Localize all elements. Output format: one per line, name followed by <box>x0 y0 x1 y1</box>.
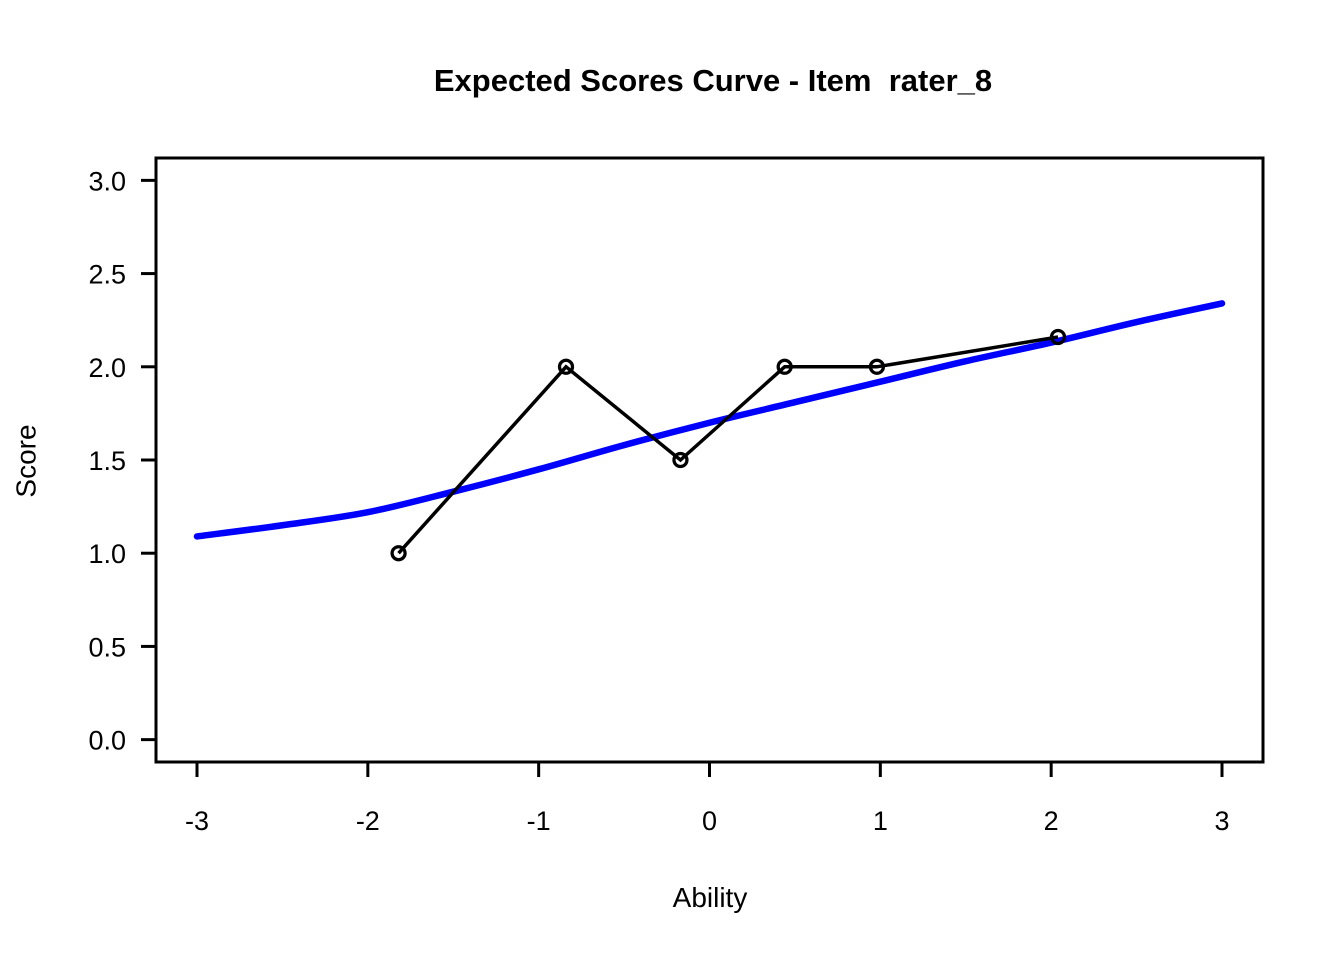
observed-scores-marker <box>557 358 575 375</box>
y-tick-label: 0.5 <box>88 632 126 662</box>
y-tick-label: 1.0 <box>88 539 126 569</box>
x-tick-label: 3 <box>1214 806 1229 836</box>
chart-title: Expected Scores Curve - Item rater_8 <box>434 63 992 98</box>
plot-box-border <box>154 156 1265 764</box>
x-tick-label: 1 <box>873 806 888 836</box>
x-tick-label: 0 <box>702 806 717 836</box>
y-axis-ticks: 0.0 0.5 1.0 1.5 2.0 2.5 3.0 <box>88 166 156 756</box>
x-tick-label: 2 <box>1044 806 1059 836</box>
expected-score-curve <box>193 300 1226 540</box>
observed-scores-marker <box>672 451 689 469</box>
x-tick-label: -2 <box>356 806 380 836</box>
observed-scores-marker <box>390 545 407 562</box>
observed-scores-marker <box>868 358 886 375</box>
y-tick-label: 2.5 <box>88 260 126 290</box>
x-axis-ticks: -3 -2 -1 0 1 2 3 <box>185 762 1230 836</box>
x-axis-label: Ability <box>673 882 748 913</box>
y-tick-label: 3.0 <box>88 166 126 196</box>
y-axis-label: Score <box>11 424 42 497</box>
y-tick-label: 2.0 <box>88 353 126 383</box>
observed-scores-marker <box>1049 328 1067 346</box>
observed-scores-line <box>397 335 1059 555</box>
x-tick-label: -3 <box>185 806 209 836</box>
y-tick-label: 1.5 <box>88 446 126 476</box>
x-tick-label: -1 <box>527 806 551 836</box>
y-tick-label: 0.0 <box>88 726 126 756</box>
series-layer <box>193 300 1226 562</box>
observed-scores-marker <box>776 358 793 375</box>
